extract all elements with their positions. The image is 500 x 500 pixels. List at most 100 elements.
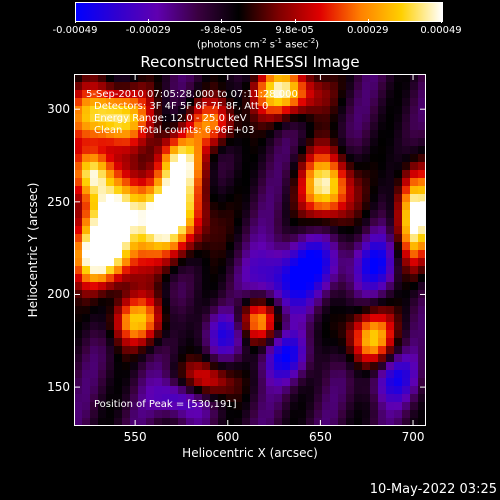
heatmap-cell xyxy=(98,418,107,426)
heatmap-cell xyxy=(226,290,235,299)
heatmap-cell xyxy=(250,306,259,315)
heatmap-cell xyxy=(234,314,243,323)
heatmap-cell xyxy=(370,258,379,267)
heatmap-cell xyxy=(290,202,299,211)
heatmap-cell xyxy=(202,290,211,299)
heatmap-cell xyxy=(130,370,139,379)
heatmap-cell xyxy=(338,386,347,395)
heatmap-cell xyxy=(306,234,315,243)
heatmap-cell xyxy=(410,218,419,227)
heatmap-cell xyxy=(242,242,251,251)
heatmap-cell xyxy=(290,314,299,323)
heatmap-cell xyxy=(202,178,211,187)
heatmap-cell xyxy=(90,250,99,259)
heatmap-cell xyxy=(314,298,323,307)
heatmap-cell xyxy=(322,114,331,123)
heatmap-cell xyxy=(210,258,219,267)
heatmap-cell xyxy=(186,210,195,219)
heatmap-cell xyxy=(266,386,275,395)
heatmap-cell xyxy=(202,394,211,403)
heatmap-cell xyxy=(346,114,355,123)
heatmap-cell xyxy=(378,314,387,323)
heatmap-cell xyxy=(210,314,219,323)
heatmap-cell xyxy=(234,266,243,275)
heatmap-cell xyxy=(130,266,139,275)
heatmap-cell xyxy=(122,146,131,155)
heatmap-cell xyxy=(82,306,91,315)
heatmap-cell xyxy=(138,338,147,347)
heatmap-cell xyxy=(354,162,363,171)
heatmap-cell xyxy=(394,130,403,139)
heatmap-cell xyxy=(330,194,339,203)
heatmap-cell xyxy=(282,226,291,235)
heatmap-cell xyxy=(106,114,115,123)
heatmap-cell xyxy=(146,386,155,395)
heatmap-cell xyxy=(90,266,99,275)
heatmap-cell xyxy=(146,170,155,179)
heatmap-cell xyxy=(130,298,139,307)
heatmap-cell xyxy=(90,210,99,219)
heatmap-cell xyxy=(138,298,147,307)
heatmap-cell xyxy=(202,410,211,419)
heatmap-cell xyxy=(146,274,155,283)
heatmap-cell xyxy=(130,162,139,171)
heatmap-cell xyxy=(330,402,339,411)
heatmap-cell xyxy=(394,114,403,123)
heatmap-cell xyxy=(98,378,107,387)
heatmap-cell xyxy=(314,258,323,267)
heatmap-cell xyxy=(354,258,363,267)
heatmap-cell xyxy=(410,138,419,147)
heatmap-cell xyxy=(210,130,219,139)
heatmap-cell xyxy=(234,346,243,355)
heatmap-cell xyxy=(346,282,355,291)
heatmap-cell xyxy=(330,82,339,91)
heatmap-cell xyxy=(394,322,403,331)
heatmap-cell xyxy=(306,370,315,379)
heatmap-cell xyxy=(306,106,315,115)
heatmap-cell xyxy=(338,122,347,131)
heatmap-cell xyxy=(354,322,363,331)
heatmap-cell xyxy=(258,346,267,355)
heatmap-cell xyxy=(362,402,371,411)
heatmap-cell xyxy=(162,114,171,123)
heatmap-cell xyxy=(258,210,267,219)
heatmap-cell xyxy=(226,210,235,219)
heatmap-cell xyxy=(290,154,299,163)
heatmap-cell xyxy=(282,178,291,187)
heatmap-cell xyxy=(186,202,195,211)
heatmap-cell xyxy=(338,394,347,403)
heatmap-cell xyxy=(362,354,371,363)
heatmap-cell xyxy=(346,298,355,307)
heatmap-cell xyxy=(90,122,99,131)
heatmap-cell xyxy=(114,346,123,355)
heatmap-cell xyxy=(290,194,299,203)
heatmap-cell xyxy=(186,290,195,299)
heatmap-cell xyxy=(210,322,219,331)
heatmap-cell xyxy=(122,346,131,355)
heatmap-cell xyxy=(122,202,131,211)
heatmap-cell xyxy=(234,338,243,347)
heatmap-cell xyxy=(106,82,115,91)
heatmap-cell xyxy=(306,418,315,426)
heatmap-cell xyxy=(290,386,299,395)
heatmap-cell xyxy=(346,122,355,131)
heatmap-cell xyxy=(242,82,251,91)
heatmap-cell xyxy=(298,234,307,243)
heatmap-cell xyxy=(170,194,179,203)
heatmap-cell xyxy=(162,306,171,315)
heatmap-cell xyxy=(258,322,267,331)
heatmap-cell xyxy=(290,162,299,171)
heatmap-cell xyxy=(402,282,411,291)
heatmap-cell xyxy=(234,170,243,179)
heatmap-cell xyxy=(378,106,387,115)
heatmap-cell xyxy=(154,330,163,339)
heatmap-cell xyxy=(138,250,147,259)
y-tick-label: 250 xyxy=(47,194,70,209)
heatmap-cell xyxy=(82,106,91,115)
heatmap-cell xyxy=(74,314,83,323)
heatmap-cell xyxy=(322,218,331,227)
heatmap-cell xyxy=(386,394,395,403)
heatmap-cell xyxy=(314,114,323,123)
heatmap-cell xyxy=(314,170,323,179)
heatmap-cell xyxy=(410,266,419,275)
